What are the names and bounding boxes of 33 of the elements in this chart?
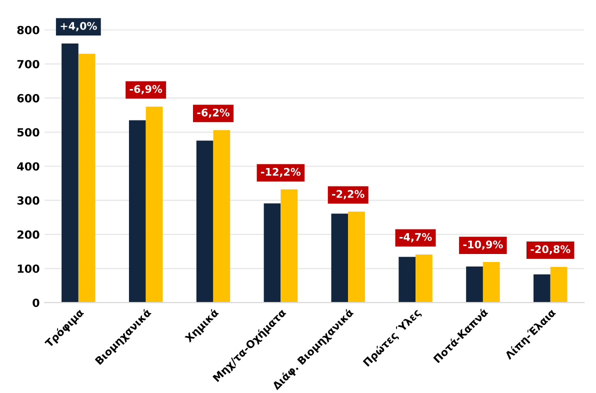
y-tick-label: 600	[17, 94, 40, 102]
y-tick-label: 300	[17, 196, 40, 205]
annotation: -6,9%	[130, 85, 162, 94]
bar	[146, 106, 163, 303]
bar	[416, 254, 432, 303]
annotation: -4,7%	[399, 233, 432, 242]
y-tick-label: 800	[17, 26, 40, 34]
bar	[466, 266, 483, 303]
annotation: -2,2%	[332, 190, 364, 200]
bar	[550, 266, 568, 303]
annotation: +4,0%	[60, 22, 97, 32]
bar	[482, 262, 500, 303]
y-tick-label: 700	[17, 60, 40, 68]
bar	[264, 203, 281, 303]
bar	[280, 189, 298, 303]
bar	[78, 54, 96, 303]
annotation: -20,8%	[530, 245, 570, 254]
bar	[62, 44, 78, 303]
bar	[213, 130, 230, 303]
bar	[398, 256, 416, 303]
bar	[348, 212, 365, 303]
y-tick-label: 200	[18, 230, 40, 239]
annotation: -6,2%	[197, 108, 230, 118]
bar	[534, 274, 550, 303]
y-tick-label: 400	[17, 162, 40, 171]
y-tick-label: 0	[32, 298, 40, 307]
y-tick-label: 100	[18, 264, 40, 273]
annotation: -10,9%	[463, 240, 503, 250]
y-tick-label: 500	[18, 128, 40, 137]
annotation: -12,2%	[261, 168, 301, 178]
bar	[128, 120, 146, 303]
bar	[331, 214, 348, 303]
bar	[196, 140, 214, 303]
